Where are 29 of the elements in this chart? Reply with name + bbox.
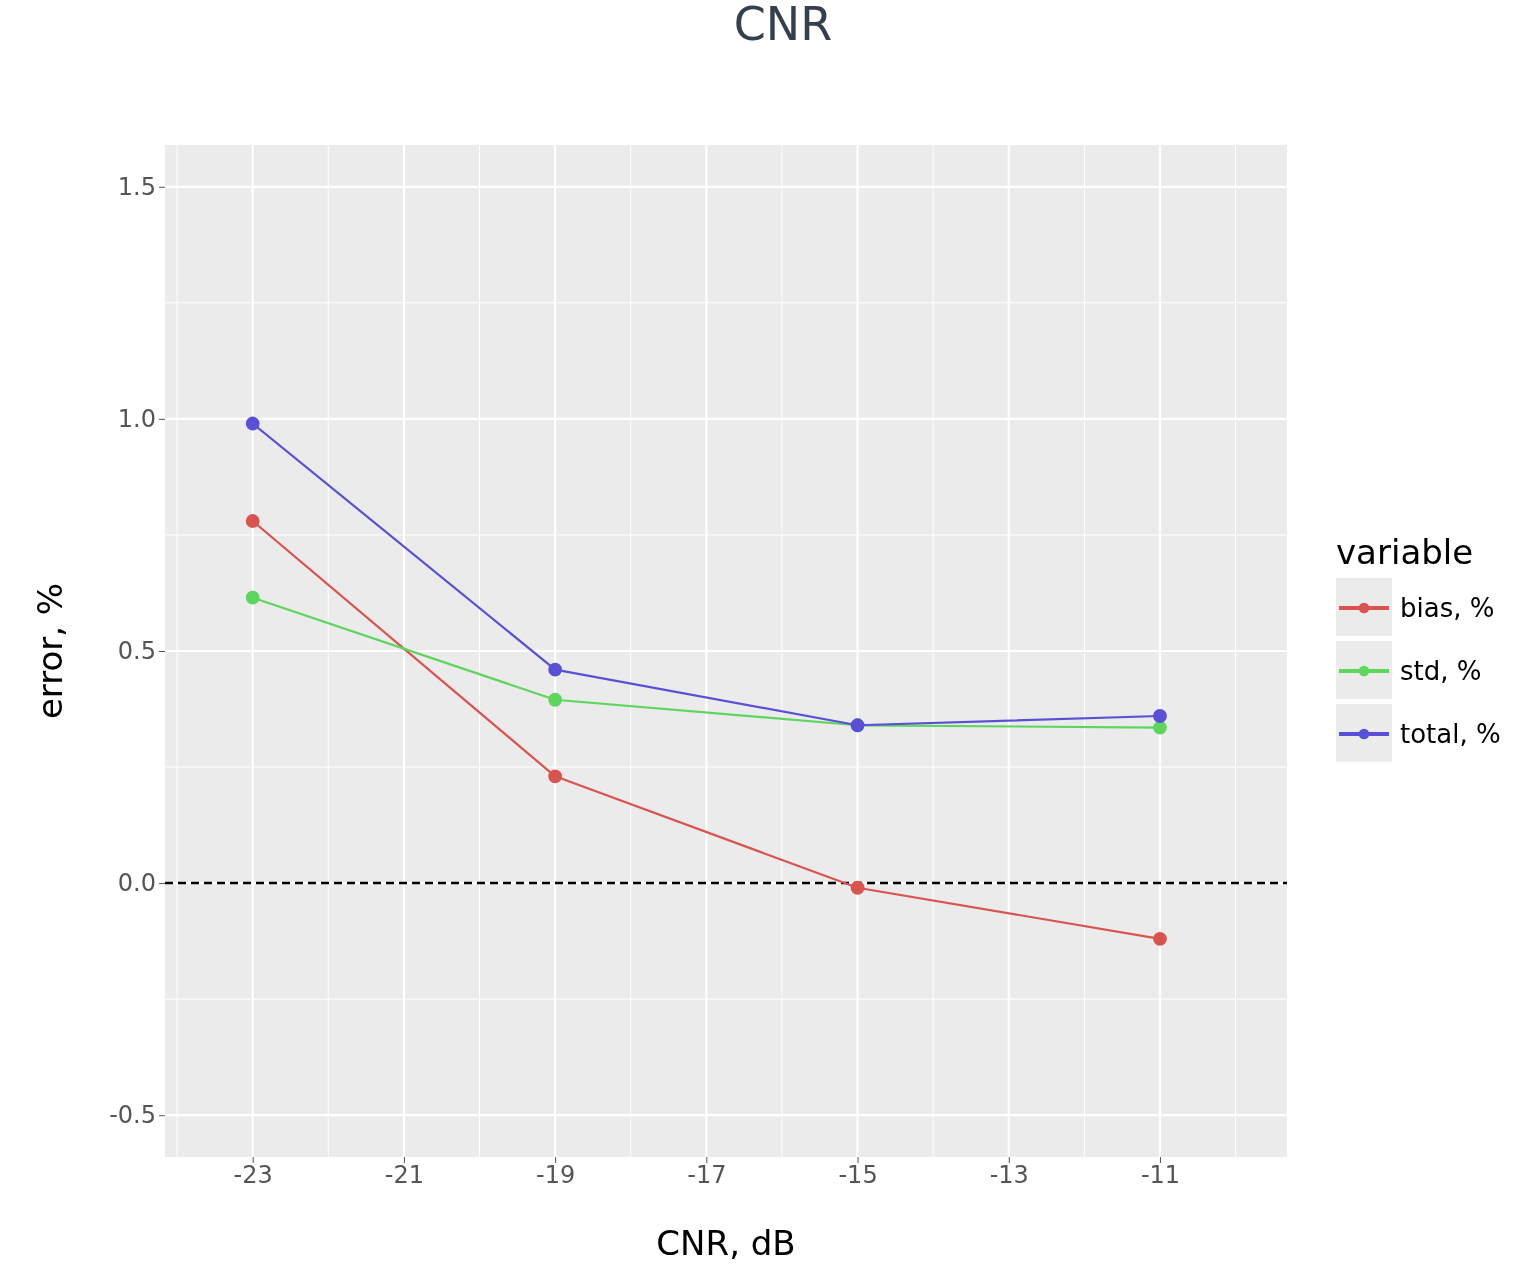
- point: [1153, 931, 1167, 946]
- point: [548, 769, 563, 784]
- point: [548, 692, 563, 707]
- point: [245, 590, 260, 605]
- point: [245, 416, 260, 431]
- x-tick-label: -11: [1140, 1161, 1181, 1190]
- legend-label: std, %: [1400, 656, 1482, 686]
- point: [850, 880, 865, 895]
- y-tick-label: 0.5: [117, 637, 156, 666]
- y-tick-label: 1.0: [117, 405, 156, 434]
- x-tick-label: -21: [384, 1161, 425, 1190]
- point: [548, 662, 563, 677]
- x-tick-label: -13: [989, 1161, 1029, 1190]
- point: [1153, 720, 1167, 735]
- y-axis-title: error, %: [30, 582, 70, 720]
- x-tick-label: -17: [687, 1161, 727, 1190]
- legend-title: variable: [1336, 532, 1474, 572]
- chart-title: CNR: [733, 0, 833, 51]
- x-axis-title: CNR, dB: [656, 1223, 796, 1263]
- y-tick-label: 0.0: [117, 869, 156, 898]
- point: [1153, 709, 1167, 723]
- legend-label: bias, %: [1400, 593, 1495, 623]
- y-tick-label: -0.5: [109, 1101, 156, 1130]
- point: [245, 514, 260, 528]
- x-tick-label: -23: [233, 1161, 273, 1190]
- x-tick-label: -15: [838, 1161, 878, 1190]
- legend-label: total, %: [1400, 719, 1501, 749]
- x-tick-label: -19: [536, 1161, 576, 1190]
- y-tick-label: 1.5: [117, 172, 156, 201]
